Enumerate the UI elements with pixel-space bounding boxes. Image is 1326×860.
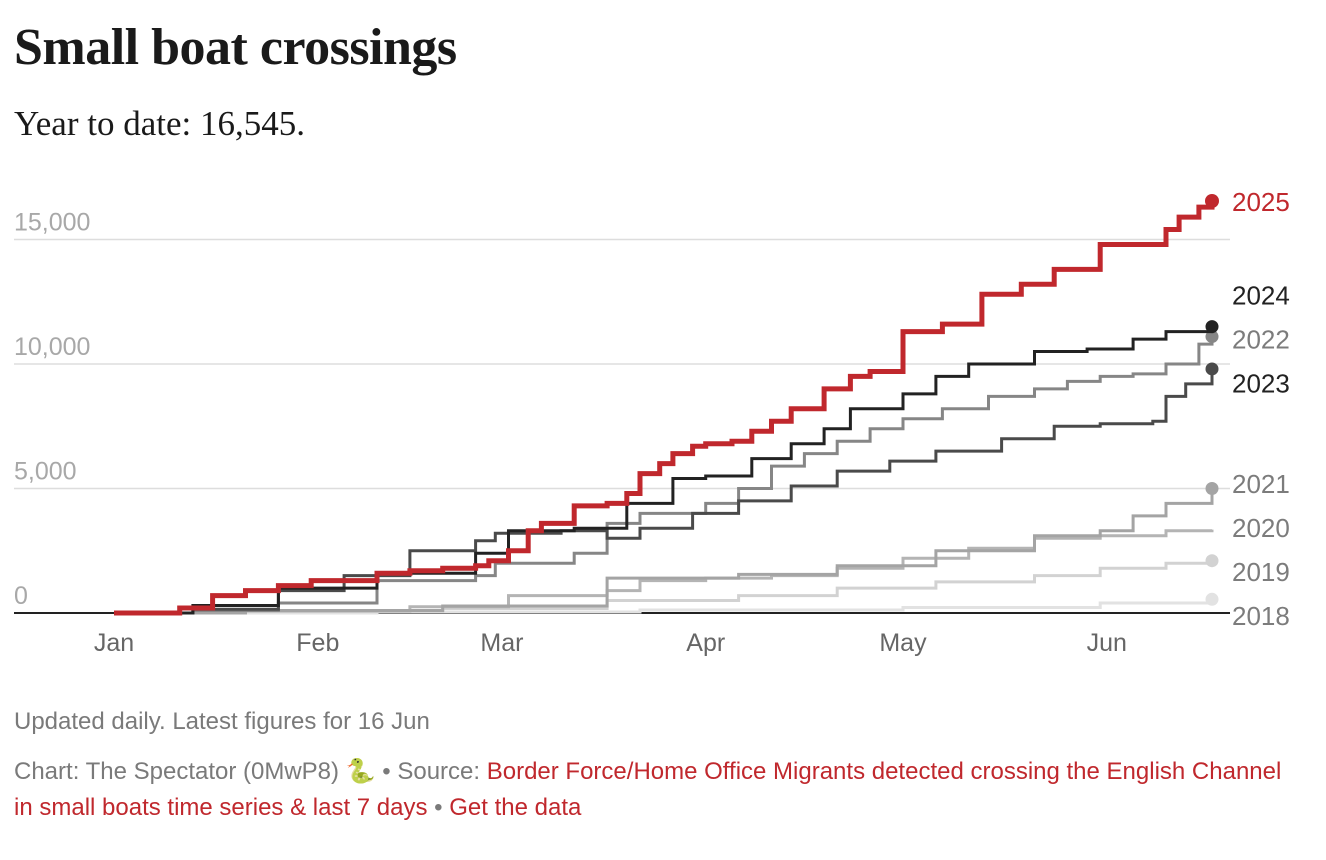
x-tick-label: Apr [686, 629, 725, 657]
series-label-2019: 2019 [1232, 557, 1290, 587]
x-tick-label: May [879, 629, 927, 657]
series-label-2022: 2022 [1232, 325, 1290, 355]
series-labels: 2025 2024 2022 2023 2021 2020 2019 2018 [1232, 187, 1290, 631]
x-tick-label: Mar [480, 629, 523, 657]
end-point-2018 [1205, 592, 1219, 606]
series-label-2023: 2023 [1232, 369, 1290, 399]
y-tick-label: 0 [14, 582, 28, 610]
gridlines [14, 238, 1230, 614]
get-data-link[interactable]: Get the data [449, 794, 582, 821]
y-axis-ticks: 0 5,000 10,000 15,000 [14, 208, 90, 610]
y-tick-label: 15,000 [14, 208, 90, 236]
series-line-2021 [114, 488, 1214, 615]
source-credit: Chart: The Spectator (0MwP8) 🐍 • Source:… [14, 754, 1294, 826]
series-line-2024 [114, 326, 1214, 615]
source-link[interactable]: Border Force/Home Office Migrants detect… [14, 758, 1282, 821]
chart-subtitle: Year to date: 16,545. [14, 104, 305, 143]
end-point-2021 [1205, 481, 1219, 495]
y-tick-label: 5,000 [14, 457, 77, 485]
snake-icon: 🐍 [345, 758, 376, 785]
line-chart: 0 5,000 10,000 15,000 Jan Feb Mar Apr May Jun 20… [14, 187, 1290, 657]
separator-dot: • [434, 794, 443, 821]
series-label-2024: 2024 [1232, 281, 1290, 311]
end-point-2025 [1205, 194, 1219, 208]
series-line-2023 [114, 369, 1214, 615]
series-lines [114, 194, 1219, 616]
end-point-2022 [1205, 330, 1219, 344]
series-line-2022 [114, 336, 1214, 615]
x-tick-label: Jun [1087, 629, 1127, 657]
x-axis-ticks: Jan Feb Mar Apr May Jun [94, 629, 1127, 657]
series-label-2020: 2020 [1232, 513, 1290, 543]
series-label-2018: 2018 [1232, 601, 1290, 631]
series-line-2025 [114, 201, 1215, 616]
source-prefix: • Source: [382, 758, 481, 785]
x-tick-label: Jan [94, 629, 134, 657]
end-point-2019 [1205, 554, 1219, 568]
end-point-2023 [1205, 362, 1219, 376]
chart-credit: Chart: The Spectator (0MwP8) [14, 758, 340, 785]
end-point-2024 [1205, 320, 1219, 334]
y-tick-label: 10,000 [14, 333, 90, 361]
series-label-2025: 2025 [1232, 187, 1290, 217]
x-tick-label: Feb [296, 629, 339, 657]
chart-title: Small boat crossings [14, 19, 457, 76]
series-label-2021: 2021 [1232, 469, 1290, 499]
update-note: Updated daily. Latest figures for 16 Jun [14, 708, 430, 735]
